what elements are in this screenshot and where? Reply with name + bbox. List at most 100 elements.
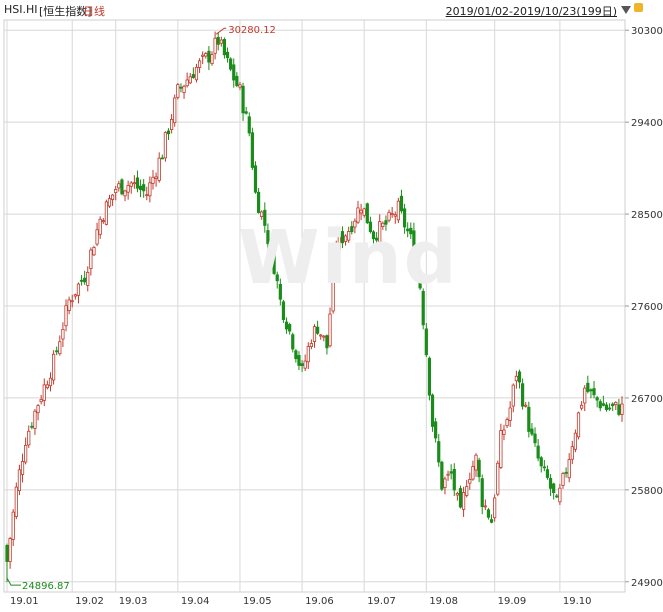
min-pointer bbox=[6, 577, 21, 586]
candle-body bbox=[474, 454, 478, 471]
candle-body bbox=[359, 209, 363, 214]
candle-body bbox=[61, 328, 65, 340]
candle-body bbox=[89, 249, 93, 270]
candle-body bbox=[545, 469, 550, 478]
candle-body bbox=[412, 230, 416, 264]
candle-body bbox=[129, 182, 133, 187]
candle-body bbox=[70, 300, 74, 303]
period-label[interactable]: 日线 bbox=[83, 5, 105, 18]
candle-body bbox=[294, 350, 298, 360]
candle-body bbox=[319, 334, 323, 337]
candle-body bbox=[83, 277, 87, 283]
candle-body bbox=[583, 387, 587, 404]
x-tick-label: 19.05 bbox=[243, 596, 272, 607]
lock-icon[interactable] bbox=[634, 3, 643, 12]
candle-body bbox=[337, 234, 341, 250]
candle-body bbox=[24, 444, 28, 463]
candle-body bbox=[182, 85, 186, 93]
candle-body bbox=[340, 231, 345, 244]
candle-body bbox=[511, 384, 515, 407]
candle-body bbox=[188, 76, 192, 84]
x-tick-label: 19.08 bbox=[429, 596, 458, 607]
candle-body bbox=[325, 335, 329, 349]
candle-body bbox=[542, 466, 546, 469]
candle-body bbox=[461, 492, 466, 510]
dropdown-arrow-icon[interactable] bbox=[621, 6, 631, 14]
candle-body bbox=[27, 430, 31, 446]
candle-body bbox=[247, 116, 251, 134]
candle-body bbox=[312, 326, 317, 342]
candle-body bbox=[145, 194, 149, 197]
candle-body bbox=[98, 218, 102, 235]
candle-body bbox=[387, 211, 391, 221]
candle-body bbox=[343, 235, 348, 242]
candle-body bbox=[123, 190, 127, 197]
candle-body bbox=[316, 326, 320, 334]
candle-body bbox=[595, 397, 599, 401]
candle-body bbox=[331, 270, 335, 312]
candle-body bbox=[468, 479, 472, 484]
y-tick-label: 26700 bbox=[631, 394, 663, 405]
candle-body bbox=[138, 185, 143, 190]
candle-body bbox=[191, 74, 195, 78]
candle-body bbox=[278, 283, 282, 300]
candle-body bbox=[79, 279, 84, 282]
candle-body bbox=[371, 231, 376, 240]
x-tick-label: 19.07 bbox=[367, 596, 396, 607]
candle-body bbox=[284, 321, 289, 330]
candle-body bbox=[17, 469, 22, 492]
y-tick-label: 30300 bbox=[631, 26, 663, 37]
candle-body bbox=[176, 84, 180, 98]
candle-body bbox=[256, 191, 261, 213]
candle-body bbox=[58, 341, 62, 355]
y-tick-label: 28500 bbox=[631, 210, 663, 221]
candle-body bbox=[269, 240, 273, 246]
candle-body bbox=[443, 478, 447, 488]
candle-body bbox=[601, 403, 605, 406]
candle-body bbox=[471, 466, 475, 480]
candle-body bbox=[406, 228, 410, 232]
candle-body bbox=[42, 384, 46, 401]
candle-body bbox=[527, 406, 531, 432]
candle-body bbox=[173, 97, 177, 124]
candle-body bbox=[194, 66, 199, 81]
candle-body bbox=[73, 294, 77, 297]
date-range-label[interactable]: 2019/01/02-2019/10/23(199日) bbox=[445, 5, 617, 18]
candle-body bbox=[356, 207, 360, 223]
max-label: 30280.12 bbox=[228, 25, 276, 36]
candle-body bbox=[452, 469, 456, 491]
candle-body bbox=[499, 430, 503, 468]
candle-body bbox=[67, 299, 71, 311]
candle-body bbox=[396, 200, 400, 221]
candle-body bbox=[458, 488, 463, 508]
candle-body bbox=[101, 220, 105, 223]
candle-body bbox=[350, 226, 354, 233]
max-pointer bbox=[215, 27, 227, 35]
candle-body bbox=[30, 425, 34, 428]
x-tick-label: 19.06 bbox=[305, 596, 334, 607]
candle-body bbox=[446, 473, 450, 476]
candle-body bbox=[611, 403, 615, 407]
candle-body bbox=[263, 209, 267, 226]
candle-body bbox=[449, 471, 453, 474]
candle-body bbox=[489, 519, 494, 523]
candle-body bbox=[95, 229, 99, 245]
candle-body bbox=[55, 350, 59, 353]
candle-body bbox=[521, 383, 525, 407]
candle-body bbox=[328, 313, 332, 347]
candle-body bbox=[607, 407, 612, 410]
y-tick-label: 27600 bbox=[631, 302, 663, 313]
candle-body bbox=[558, 487, 562, 503]
candle-body bbox=[120, 179, 124, 195]
candle-body bbox=[381, 222, 385, 227]
candle-body bbox=[493, 497, 497, 519]
candle-body bbox=[288, 324, 292, 332]
candle-body bbox=[126, 185, 130, 193]
y-tick-label: 25800 bbox=[631, 486, 663, 497]
candle-body bbox=[207, 50, 211, 63]
candle-body bbox=[580, 404, 584, 409]
candle-body bbox=[135, 177, 140, 189]
candle-body bbox=[533, 433, 537, 444]
candle-body bbox=[142, 184, 146, 192]
candle-body bbox=[11, 511, 15, 540]
